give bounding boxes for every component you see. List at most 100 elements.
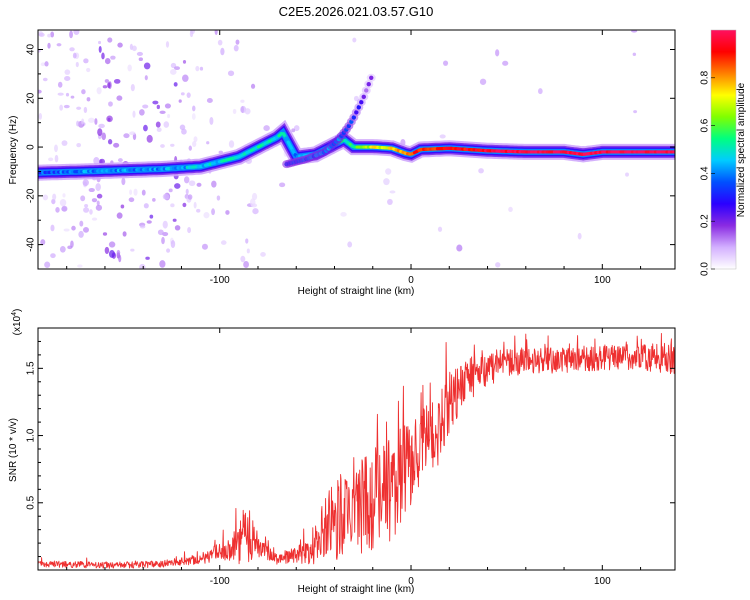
noise-point	[123, 133, 130, 139]
noise-point	[83, 106, 88, 113]
noise-point	[106, 115, 113, 123]
noise-point	[50, 253, 56, 259]
noise-point	[186, 92, 191, 98]
spectrogram-y-label: Frequency (Hz)	[8, 116, 19, 185]
noise-point	[161, 236, 165, 245]
spectrogram-panel: -100 0 100 -40 -20 0 20 40 Height of straight l…	[8, 29, 676, 297]
noise-point	[82, 179, 89, 186]
spectrogram-branch	[282, 73, 376, 169]
noise-point	[107, 139, 113, 145]
noise-point	[81, 118, 85, 125]
noise-point	[47, 42, 51, 49]
noise-point	[70, 95, 75, 99]
spectrogram-x-tick-label: -100	[210, 275, 230, 286]
noise-point	[104, 246, 110, 254]
noise-point	[152, 198, 156, 202]
colorbar-tick-label: 0.8	[700, 70, 711, 84]
spectrogram-y-tick-label: 0	[26, 144, 37, 150]
snr-x-tick-label: 0	[408, 576, 414, 587]
colorbar-tick-label: 0.0	[700, 262, 711, 276]
noise-point	[133, 188, 138, 196]
noise-point	[178, 99, 182, 103]
noise-point	[81, 89, 86, 95]
noise-point	[40, 239, 46, 246]
noise-point	[235, 39, 240, 45]
colorbar-ticks: 0.0 0.2 0.4 0.6 0.8	[700, 70, 715, 276]
noise-point	[71, 225, 76, 231]
noise-point	[245, 238, 249, 244]
noise-point	[174, 225, 181, 231]
noise-point	[156, 104, 160, 110]
noise-point	[59, 104, 64, 111]
noise-point	[385, 168, 392, 175]
noise-point	[250, 83, 256, 89]
noise-point	[102, 232, 108, 236]
noise-point	[181, 128, 187, 135]
noise-point	[101, 52, 105, 60]
noise-point	[38, 89, 42, 94]
branch-point	[366, 81, 371, 87]
noise-point	[86, 67, 91, 73]
noise-point	[143, 124, 148, 132]
noise-point	[104, 58, 111, 65]
noise-point	[206, 141, 210, 145]
noise-point	[172, 218, 177, 222]
noise-point	[340, 212, 347, 217]
spectrogram-y-tick-label: -40	[26, 237, 37, 252]
noise-point	[57, 92, 64, 96]
noise-point	[73, 30, 80, 36]
snr-panel: -100 0 100 0.5 1.0 1.5 Height of straight lin…	[8, 309, 676, 595]
noise-point	[62, 193, 66, 198]
noise-point	[96, 200, 100, 206]
noise-point	[214, 30, 218, 36]
snr-y-multiplier-close: )	[12, 309, 23, 312]
noise-point	[65, 92, 70, 97]
noise-point	[98, 123, 105, 129]
noise-point	[189, 30, 194, 38]
noise-point	[160, 144, 165, 148]
snr-y-tick-label: 1.0	[26, 428, 37, 442]
noise-point	[118, 254, 122, 263]
noise-point	[76, 142, 82, 148]
noise-point	[173, 82, 178, 87]
noise-point	[89, 209, 93, 215]
noise-point	[144, 75, 148, 81]
noise-point	[146, 220, 152, 224]
noise-point	[107, 37, 113, 43]
noise-point	[113, 142, 120, 148]
noise-point	[293, 125, 300, 132]
snr-y-multiplier-base: (x10	[12, 315, 23, 335]
noise-point	[61, 140, 68, 146]
snr-y-tick-label: 1.5	[26, 361, 37, 375]
noise-point	[180, 92, 185, 96]
noise-point	[61, 205, 68, 212]
noise-point	[63, 228, 70, 232]
noise-point	[102, 85, 108, 89]
noise-point	[243, 261, 249, 268]
spectrogram-y-tick-label: 20	[26, 92, 37, 104]
noise-point	[48, 157, 54, 162]
noise-point	[120, 204, 125, 209]
noise-point	[250, 198, 256, 207]
noise-point	[168, 188, 173, 193]
noise-point	[83, 58, 89, 64]
noise-point	[442, 60, 449, 66]
noise-point	[188, 145, 192, 151]
noise-point	[138, 57, 143, 62]
noise-point	[383, 178, 390, 186]
noise-point	[78, 230, 84, 238]
noise-point	[88, 117, 95, 123]
spectrogram-x-label: Height of straight line (km)	[298, 286, 415, 297]
branch-point	[361, 94, 366, 100]
noise-point	[166, 248, 171, 253]
noise-point	[152, 100, 159, 105]
noise-point	[228, 140, 235, 148]
noise-point	[159, 260, 166, 268]
noise-point	[182, 60, 187, 64]
noise-point	[54, 144, 58, 153]
noise-point	[76, 120, 80, 127]
noise-point	[185, 188, 189, 195]
spectrogram-marks	[38, 30, 675, 269]
noise-point	[227, 70, 235, 77]
noise-point	[240, 99, 245, 103]
